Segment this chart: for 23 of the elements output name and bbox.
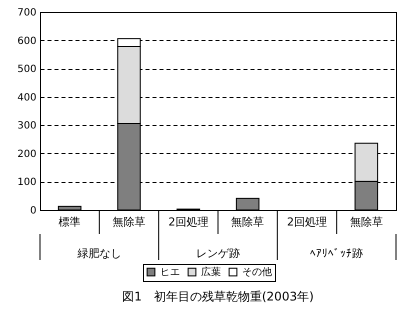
y-tick-label: 700: [17, 8, 36, 18]
text: 緑肥なし: [76, 247, 122, 260]
x-tick-label: 2回処理: [287, 216, 327, 228]
legend-label: その他: [242, 266, 272, 278]
y-tick-label: 500: [17, 64, 36, 76]
x-tick-label: 無除草: [231, 216, 264, 228]
y-tick-label: 600: [17, 36, 36, 47]
y-tick-label: 0: [30, 206, 36, 216]
x-tick-label: 標準: [58, 216, 81, 228]
y-tick-label: 100: [17, 177, 36, 188]
legend-label: 広葉: [201, 266, 221, 278]
x-tick-label: 2回処理: [168, 216, 208, 228]
bar: [236, 198, 260, 210]
x-tick-label: 無除草: [350, 216, 383, 228]
text: レンゲ跡: [196, 247, 240, 260]
text: ﾍｱﾘﾍﾞｯﾁ跡: [310, 247, 364, 260]
y-tick-label: 300: [17, 120, 36, 132]
x-tick-label: 無除草: [112, 216, 146, 228]
text: 図1 初年目の残草乾物重(2003年): [122, 290, 314, 304]
bar: [58, 206, 82, 210]
y-tick-label: 400: [17, 92, 36, 104]
y-tick-label: 200: [17, 148, 36, 160]
legend-label: ヒエ: [160, 267, 180, 278]
